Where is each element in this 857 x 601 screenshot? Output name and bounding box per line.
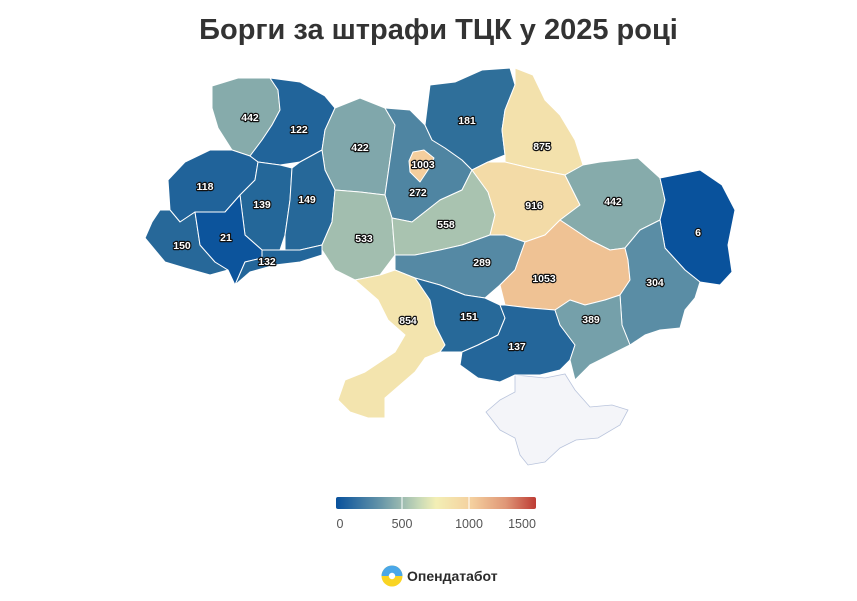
scale-tick-1500: 1500 — [508, 517, 536, 531]
label-chernihiv: 181 — [458, 115, 476, 127]
label-volyn: 442 — [241, 112, 259, 124]
region-donetsk[interactable] — [619, 219, 701, 346]
label-vinnytsia: 533 — [355, 233, 373, 245]
region-zaporizhzhia[interactable] — [554, 294, 631, 381]
scale-tick-0: 0 — [336, 517, 344, 531]
label-ivano-frankivsk: 21 — [220, 232, 232, 244]
region-chernivtsi[interactable] — [234, 244, 323, 286]
region-kherson[interactable] — [459, 304, 576, 383]
label-cherkasy: 558 — [437, 219, 455, 231]
label-donetsk: 304 — [646, 277, 664, 289]
label-poltava: 916 — [525, 200, 543, 212]
label-kyiv-oblast: 272 — [409, 187, 427, 199]
region-value-labels: 442 122 422 272 1003 181 875 118 139 149… — [172, 111, 702, 354]
scale-tick-1000: 1000 — [455, 517, 483, 531]
label-kherson: 137 — [508, 341, 526, 353]
label-chernivtsi: 132 — [258, 256, 276, 268]
label-zhytomyr: 422 — [351, 142, 369, 154]
brand-name: Опендатабот — [407, 568, 498, 584]
label-zakarpattia: 150 — [173, 240, 191, 252]
brand-footer: Опендатабот — [381, 565, 498, 587]
map-title: Борги за штрафи ТЦК у 2025 році — [199, 14, 678, 46]
label-luhansk: 6 — [695, 227, 701, 239]
label-kirovohrad: 289 — [473, 257, 491, 269]
label-mykolaiv: 151 — [460, 311, 478, 323]
opendatabot-logo-icon — [381, 565, 403, 587]
region-kyiv-city[interactable] — [408, 149, 435, 183]
label-lviv: 118 — [197, 181, 214, 193]
label-dnipropetrovsk: 1053 — [532, 273, 556, 285]
color-scale-legend — [336, 497, 536, 509]
color-scale-bar — [336, 497, 536, 509]
label-sumy: 875 — [533, 141, 551, 153]
label-rivne: 122 — [290, 124, 308, 136]
label-khmelnytskyi: 149 — [298, 194, 316, 206]
label-zaporizhzhia: 389 — [582, 314, 600, 326]
region-crimea[interactable] — [485, 373, 629, 466]
label-odesa: 854 — [399, 315, 417, 327]
label-kyiv-city: 1003 — [411, 159, 435, 171]
label-ternopil: 139 — [253, 199, 271, 211]
scale-tick-500: 500 — [391, 517, 413, 531]
label-kharkiv: 442 — [604, 196, 622, 208]
